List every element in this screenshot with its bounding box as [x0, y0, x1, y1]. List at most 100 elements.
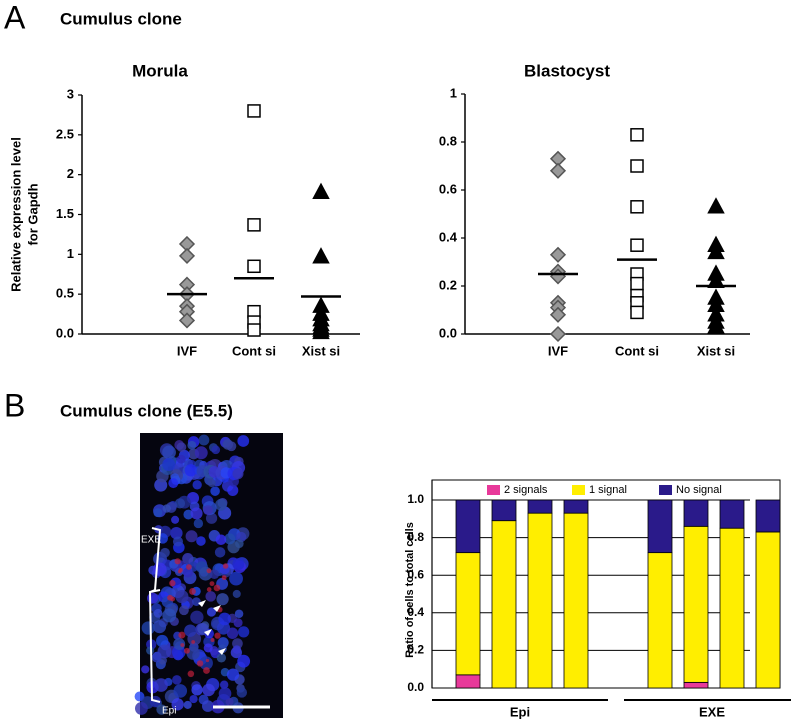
cell	[193, 518, 204, 529]
cell	[218, 687, 232, 700]
cell	[192, 480, 202, 490]
y-tick-label: 1.0	[407, 492, 424, 506]
cell	[196, 536, 206, 546]
cell	[173, 638, 186, 650]
signal	[206, 568, 212, 574]
signal	[205, 658, 210, 663]
y-tick-label: 0.4	[407, 605, 424, 619]
cell	[233, 618, 243, 628]
cell	[210, 486, 220, 496]
cell	[179, 605, 189, 616]
cell	[194, 446, 208, 460]
cell	[173, 684, 188, 698]
cell	[205, 591, 217, 602]
point	[630, 276, 644, 291]
cell	[219, 680, 229, 689]
signal	[206, 587, 212, 592]
point	[630, 200, 644, 214]
point	[312, 322, 330, 340]
chart-title: Morula	[132, 61, 188, 80]
cell	[232, 558, 245, 571]
cell	[206, 607, 217, 617]
signal	[222, 563, 229, 569]
point	[312, 247, 330, 264]
cell	[190, 507, 203, 520]
point	[247, 323, 261, 337]
cell	[186, 646, 200, 660]
cell	[152, 620, 167, 634]
point	[247, 104, 261, 118]
signal	[196, 660, 204, 667]
group-label: Epi	[510, 704, 530, 719]
bar-segment	[683, 499, 709, 527]
cell	[232, 468, 244, 480]
cell	[134, 701, 148, 715]
bar-segment	[563, 499, 589, 514]
cell	[147, 592, 159, 604]
cell	[226, 668, 240, 681]
arrowheads	[198, 600, 226, 655]
chart-title: Blastocyst	[524, 61, 610, 80]
point	[549, 162, 567, 179]
cell	[232, 645, 242, 654]
bar-segment	[755, 531, 781, 689]
bar-segment	[719, 527, 745, 689]
cell	[236, 687, 248, 698]
point	[549, 246, 567, 263]
cell	[154, 678, 168, 692]
point	[312, 182, 330, 199]
cell	[203, 643, 213, 653]
y-tick-label: 2.5	[56, 126, 74, 141]
bar-segment	[527, 499, 553, 514]
point	[707, 317, 725, 334]
cell	[171, 698, 184, 711]
cell	[134, 691, 145, 702]
y-tick-label: 0.0	[56, 325, 74, 340]
cell	[205, 512, 218, 524]
y-axis-label: for Gapdh	[25, 183, 40, 245]
bar-segment	[455, 552, 481, 676]
cell	[153, 562, 167, 576]
panel-title: Cumulus clone	[60, 9, 182, 28]
signal	[186, 564, 192, 570]
legend-swatch	[487, 485, 500, 495]
cell	[141, 665, 150, 674]
y-tick-label: 0.8	[407, 530, 424, 544]
cell	[190, 610, 204, 624]
cell	[174, 498, 186, 509]
x-tick-label: Cont si	[232, 343, 276, 358]
signal	[221, 575, 227, 581]
cell	[156, 704, 167, 715]
signal	[213, 584, 221, 592]
signal	[214, 632, 221, 639]
x-tick-label: IVF	[177, 343, 197, 358]
point	[707, 242, 725, 260]
cell	[237, 654, 251, 668]
bar-segment	[491, 520, 517, 689]
cell	[170, 526, 183, 540]
cell	[191, 684, 203, 696]
y-tick-label: 0.8	[439, 133, 457, 148]
cell	[153, 508, 163, 518]
point	[630, 128, 644, 142]
point	[630, 305, 644, 320]
bracket	[148, 527, 162, 703]
y-tick-label: 0.2	[407, 643, 424, 657]
y-tick-label: 1	[67, 246, 74, 261]
cell	[168, 478, 179, 489]
legend-label: No signal	[676, 484, 722, 496]
x-tick-label: IVF	[548, 343, 568, 358]
y-tick-label: 0.2	[439, 277, 457, 292]
y-tick-label: 0.0	[439, 325, 457, 340]
cell	[189, 694, 198, 704]
cell	[171, 515, 180, 524]
image-label: Epi	[162, 706, 176, 717]
cell	[226, 441, 237, 452]
point	[178, 312, 196, 329]
legend-label: 2 signals	[504, 484, 548, 496]
panel-letter: A	[4, 0, 26, 35]
signal	[184, 647, 190, 654]
signal	[174, 558, 181, 565]
cell	[218, 612, 231, 626]
bar-segment	[455, 674, 481, 689]
